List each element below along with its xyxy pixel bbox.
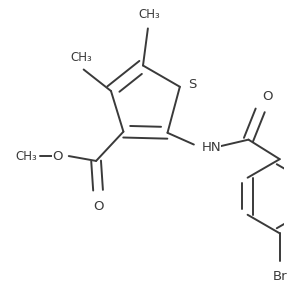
- Text: S: S: [189, 78, 197, 91]
- Text: O: O: [262, 89, 273, 103]
- Text: CH₃: CH₃: [71, 51, 92, 64]
- Text: CH₃: CH₃: [138, 8, 160, 21]
- Text: CH₃: CH₃: [16, 150, 38, 162]
- Text: HN: HN: [202, 141, 221, 154]
- Text: O: O: [93, 200, 103, 213]
- Text: O: O: [52, 150, 63, 162]
- Text: Br: Br: [273, 270, 287, 283]
